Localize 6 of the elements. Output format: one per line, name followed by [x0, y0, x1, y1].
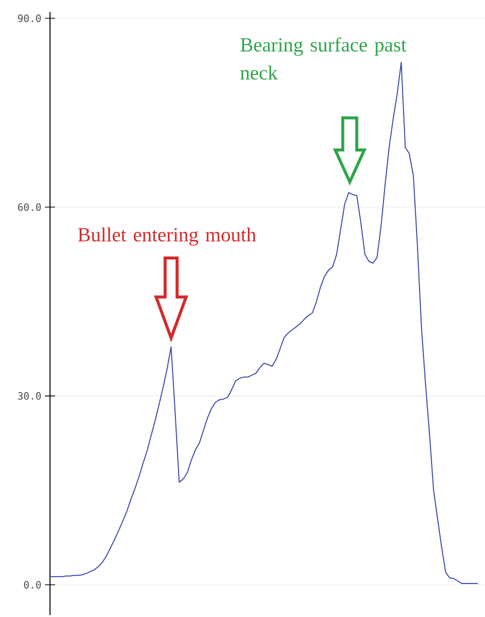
y-tick-label: 0.0	[24, 580, 41, 589]
annotation: Bullet entering mouth	[78, 227, 256, 246]
y-tick-label: 60.0	[18, 203, 41, 211]
y-tick-label: 30.0	[18, 392, 41, 400]
annotation: Bearing surface past neck	[240, 37, 406, 80]
y-tick-label: 90.0	[18, 14, 41, 22]
